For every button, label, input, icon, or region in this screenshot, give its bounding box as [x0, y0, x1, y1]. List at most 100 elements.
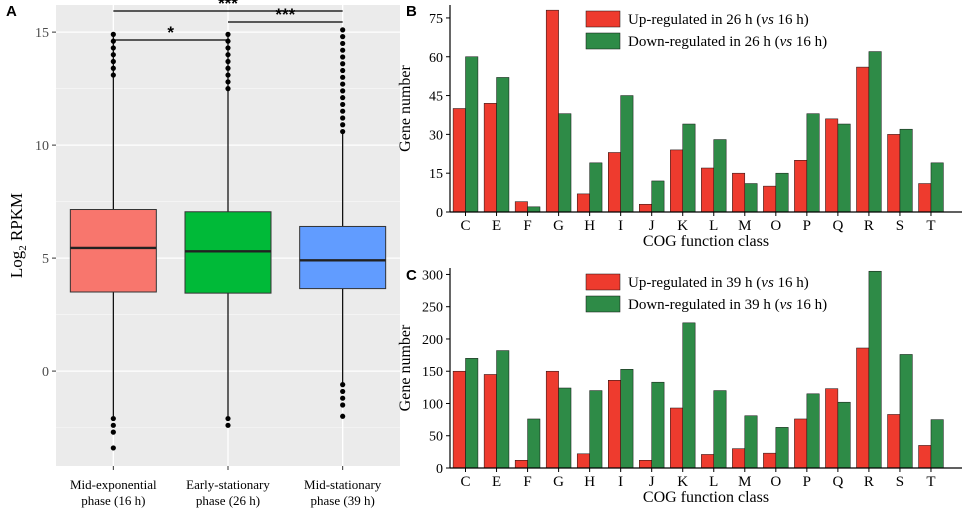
outlier-point: [340, 95, 346, 101]
bar-up-regulated: [856, 66, 870, 213]
bar-up-regulated: [576, 453, 590, 469]
bar-down-regulated: [744, 415, 758, 469]
bar-down-regulated: [589, 390, 603, 469]
bar-up-regulated: [545, 9, 559, 213]
legend-label-part: vs: [780, 297, 793, 313]
bar-down-regulated: [899, 128, 913, 213]
bar-up-regulated: [794, 418, 808, 469]
x-tick-label-b: E: [492, 218, 501, 234]
x-tick-label-c: J: [649, 474, 655, 490]
x-tick-label-c: P: [803, 474, 811, 490]
outlier-point: [340, 67, 346, 74]
bar-down-regulated: [558, 387, 572, 469]
outlier-point: [225, 65, 231, 71]
bar-up-regulated: [483, 374, 497, 469]
x-tick-label-a-line2: phase (16 h): [81, 493, 145, 508]
bar-up-regulated: [887, 414, 901, 469]
outlier-point: [340, 61, 346, 67]
bar-down-regulated: [930, 162, 944, 213]
x-tick-label-b: R: [864, 218, 874, 234]
bar-down-regulated: [527, 206, 541, 213]
legend-label-c: Up-regulated in 39 h (vs 16 h): [628, 275, 809, 291]
outlier-point: [340, 115, 346, 121]
legend-label-b: Up-regulated in 26 h (vs 16 h): [628, 12, 809, 28]
outlier-point: [340, 81, 346, 87]
bar-down-regulated: [558, 113, 572, 213]
outlier-point: [110, 52, 116, 58]
y-axis-label-a-main: Log: [7, 250, 26, 278]
bar-up-regulated: [825, 388, 839, 469]
outlier-point: [340, 108, 346, 114]
significance-label: ***: [275, 5, 295, 24]
y-tick-label-b: 60: [429, 51, 443, 66]
bar-down-regulated: [775, 172, 789, 213]
x-tick-label-c: S: [896, 474, 904, 490]
x-tick-label-b: P: [803, 218, 811, 234]
y-tick-label-c: 250: [422, 301, 443, 316]
outlier-point: [340, 402, 346, 408]
outlier-point: [110, 415, 116, 422]
bar-up-regulated: [825, 118, 839, 213]
bar-up-regulated: [639, 460, 652, 469]
bar-up-regulated: [887, 134, 901, 213]
outlier-point: [225, 38, 231, 44]
outlier-point: [340, 101, 346, 108]
legend-label-part: Up-regulated in 39 h (: [628, 275, 761, 291]
bar-up-regulated: [763, 185, 777, 213]
outlier-point: [110, 31, 116, 37]
panel-label-b: B: [406, 3, 417, 20]
bar-down-regulated: [930, 419, 944, 469]
x-tick-label-a-line2: phase (39 h): [311, 493, 375, 508]
y-tick-label-b: 45: [429, 90, 443, 105]
bar-down-regulated: [868, 51, 882, 213]
x-tick-label-a-line1: Early-stationary: [186, 477, 270, 492]
outlier-point: [225, 31, 231, 37]
x-tick-label-c: O: [770, 474, 781, 490]
outlier-point: [110, 72, 116, 78]
outlier-point: [340, 413, 346, 419]
outlier-point: [225, 422, 231, 428]
bar-down-regulated: [682, 322, 696, 469]
outlier-point: [340, 34, 346, 40]
x-tick-label-b: S: [896, 218, 904, 234]
bar-up-regulated: [794, 160, 808, 213]
outlier-point: [110, 45, 116, 51]
x-tick-label-c: E: [492, 474, 501, 490]
outlier-point: [110, 429, 116, 435]
y-axis-label-a-rest: RPKM: [7, 193, 26, 245]
significance-label: ***: [218, 0, 238, 13]
x-tick-label-b: T: [926, 218, 935, 234]
y-tick-label-a: 0: [42, 365, 49, 380]
x-tick-label-b: O: [770, 218, 781, 234]
y-tick-label-c: 50: [429, 430, 443, 445]
legend-label-part: 16 h): [774, 275, 809, 291]
x-tick-label-c: C: [461, 474, 471, 490]
legend-label-b: Down-regulated in 26 h (vs 16 h): [628, 34, 827, 50]
outlier-point: [340, 54, 346, 60]
bar-up-regulated: [452, 370, 466, 469]
x-tick-label-b: M: [738, 218, 751, 234]
legend-label-part: 16 h): [774, 12, 809, 28]
y-tick-label-a: 5: [42, 252, 49, 267]
x-tick-label-c: M: [738, 474, 751, 490]
outlier-point: [340, 395, 346, 401]
legend-label-part: vs: [761, 275, 774, 291]
box-iqr: [69, 209, 157, 293]
panel-label-a: A: [6, 3, 17, 20]
x-tick-label-b: G: [553, 218, 564, 234]
y-tick-label-b: 75: [429, 12, 443, 27]
x-tick-label-b: Q: [832, 218, 843, 234]
y-tick-label-c: 0: [436, 462, 443, 477]
legend-label-part: 16 h): [792, 297, 827, 313]
x-tick-label-c: T: [926, 474, 935, 490]
y-axis-label-a: Log2 RPKM: [7, 193, 29, 278]
bar-down-regulated: [713, 390, 727, 469]
bar-up-regulated: [608, 152, 621, 213]
outlier-point: [225, 415, 231, 422]
legend-label-part: Down-regulated in 26 h (: [628, 34, 780, 50]
bar-down-regulated: [713, 139, 727, 213]
bar-down-regulated: [527, 418, 541, 469]
bar-down-regulated: [868, 270, 882, 469]
x-tick-label-c: Q: [832, 474, 843, 490]
outlier-point: [340, 388, 346, 395]
